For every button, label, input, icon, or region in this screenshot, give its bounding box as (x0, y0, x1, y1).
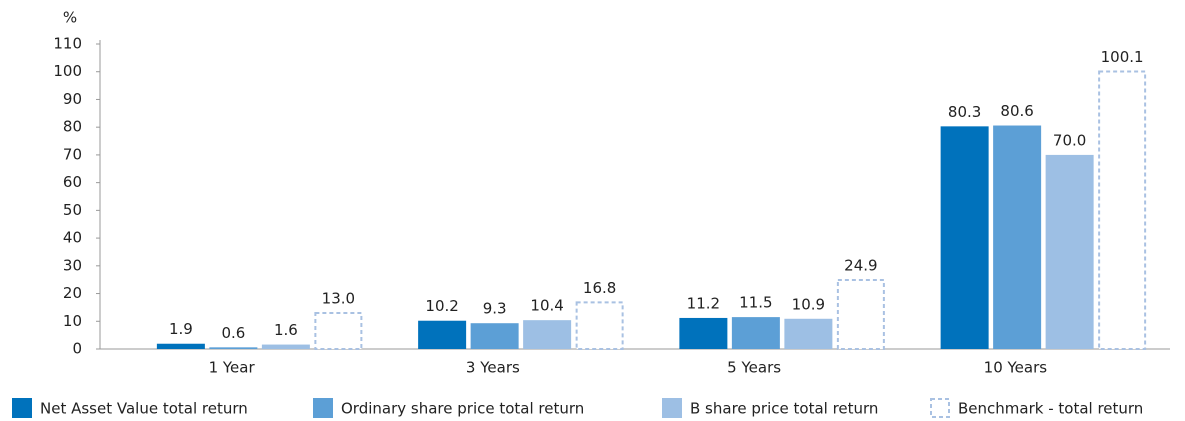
value-label: 80.6 (1000, 102, 1033, 120)
legend-swatch (313, 398, 333, 418)
y-tick-label: 90 (63, 90, 82, 108)
bar (470, 323, 519, 349)
y-tick-label: 0 (72, 340, 82, 358)
value-label: 9.3 (483, 300, 507, 318)
legend-label: B share price total return (690, 400, 878, 418)
y-tick-label: 30 (63, 256, 82, 274)
value-label: 24.9 (844, 256, 877, 274)
y-tick-label: 60 (63, 173, 82, 191)
legend-label: Net Asset Value total return (40, 400, 248, 418)
value-label: 10.9 (792, 295, 825, 313)
y-tick-label: 70 (63, 145, 82, 163)
value-label: 10.2 (425, 297, 458, 315)
bar (836, 278, 885, 350)
bar (679, 317, 728, 349)
value-label: 80.3 (948, 103, 981, 121)
legend-label: Benchmark - total return (958, 400, 1143, 418)
bar (418, 320, 467, 349)
bar (940, 126, 989, 349)
value-label: 10.4 (530, 297, 563, 315)
bar (314, 311, 363, 351)
y-tick-label: 80 (63, 118, 82, 136)
bar (1098, 70, 1147, 350)
y-tick-label: 100 (53, 62, 82, 80)
value-label: 11.2 (687, 294, 720, 312)
y-tick-label: 20 (63, 284, 82, 302)
bar (731, 317, 780, 349)
legend-swatch (662, 398, 682, 418)
legend-swatch (930, 398, 950, 418)
x-tick-label: 5 Years (727, 359, 781, 377)
y-axis-unit: % (63, 9, 77, 27)
bar (523, 320, 572, 349)
bar (784, 318, 833, 349)
bar (156, 343, 205, 349)
value-label: 13.0 (322, 289, 355, 307)
value-label: 11.5 (739, 294, 772, 312)
x-tick-label: 1 Year (209, 359, 256, 377)
bar (1045, 154, 1094, 349)
y-tick-label: 50 (63, 201, 82, 219)
x-tick-label: 10 Years (984, 359, 1048, 377)
value-label: 70.0 (1053, 131, 1086, 149)
y-tick-label: 40 (63, 229, 82, 247)
legend-label: Ordinary share price total return (341, 400, 584, 418)
bar (209, 347, 258, 349)
bar (575, 301, 624, 350)
value-label: 16.8 (583, 279, 616, 297)
value-label: 0.6 (221, 324, 245, 342)
legend-swatch (12, 398, 32, 418)
value-label: 1.9 (169, 320, 193, 338)
y-tick-label: 10 (63, 312, 82, 330)
bar (261, 344, 310, 349)
value-label: 100.1 (1101, 48, 1144, 66)
y-tick-label: 110 (53, 35, 82, 53)
value-label: 1.6 (274, 321, 298, 339)
bar (993, 125, 1042, 349)
x-tick-label: 3 Years (466, 359, 520, 377)
